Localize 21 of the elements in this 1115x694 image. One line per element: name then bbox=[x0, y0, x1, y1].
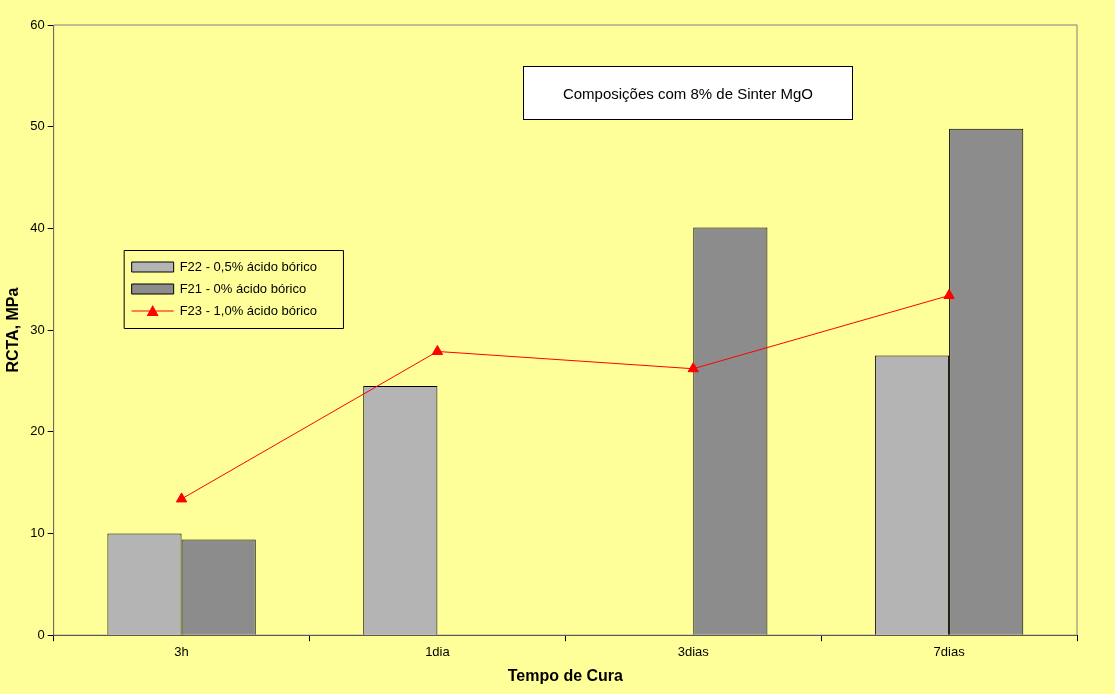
point bbox=[431, 344, 444, 355]
y-tick-label: 10 bbox=[30, 525, 45, 541]
x-tick-label: 3h bbox=[174, 643, 189, 659]
legend-label: F21 - 0% ácido bórico bbox=[179, 280, 307, 296]
y-tick-label: 60 bbox=[30, 16, 45, 32]
y-tick-label: 20 bbox=[30, 423, 45, 439]
x-tick-label: 7dias bbox=[933, 643, 966, 659]
x-axis-title: Tempo de Cura bbox=[507, 666, 624, 684]
legend-label: F22 - 0,5% ácido bórico bbox=[179, 258, 317, 274]
x-tick-label: 3dias bbox=[677, 643, 710, 659]
y-tick-label: 40 bbox=[30, 219, 45, 235]
y-tick-label: 50 bbox=[30, 118, 45, 134]
point bbox=[687, 362, 699, 373]
point bbox=[943, 289, 955, 300]
note-box: Composições com 8% de Sinter MgO bbox=[523, 66, 853, 120]
point bbox=[175, 492, 188, 503]
legend-label: F23 - 1,0% ácido bórico bbox=[179, 302, 317, 318]
x-tick-label: 1dia bbox=[425, 643, 451, 659]
y-tick-label: 30 bbox=[30, 321, 45, 337]
y-tick-label: 0 bbox=[37, 626, 45, 642]
y-axis-title: RCTA, MPa bbox=[4, 287, 22, 373]
